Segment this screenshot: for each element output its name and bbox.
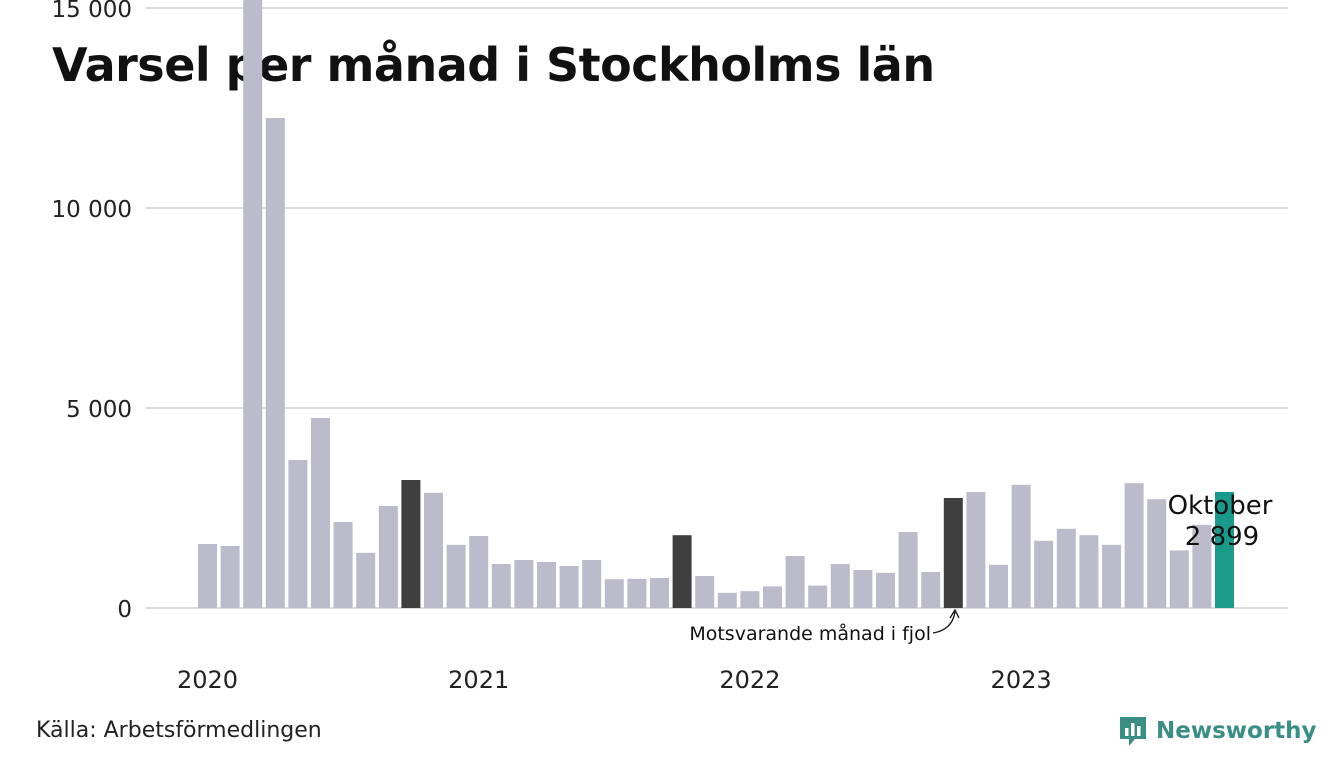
bar [876,572,895,608]
brand-logo: Newsworthy [1118,714,1317,748]
brand-name: Newsworthy [1156,718,1317,744]
bar [989,564,1008,608]
bar-current-month [1215,492,1234,608]
bar [356,552,376,608]
bar [1056,528,1076,608]
current-month-label: Oktober [1168,491,1273,521]
bar [378,506,398,608]
bar [1124,483,1144,608]
bar [1011,484,1031,608]
bar [853,570,873,608]
bar [830,564,850,608]
x-tick-label: 2023 [991,666,1052,694]
y-tick-label: 15 000 [52,0,132,23]
bar [1079,535,1099,608]
bar [1102,544,1121,608]
bar [491,564,511,608]
bar [288,460,308,608]
x-tick-label: 2020 [177,666,238,694]
bar [808,585,828,608]
bar-same-month-last-year [401,480,421,608]
newsworthy-logo-icon [1120,717,1146,746]
annotations: Oktober 2 899 Motsvarande månad i fjol [689,491,1272,645]
bar [627,578,647,608]
bar-same-month-last-year [943,498,963,608]
bar [785,556,805,608]
bar [1034,540,1054,608]
bar [424,492,443,608]
y-tick-label: 5 000 [66,397,132,423]
bar [740,591,760,608]
current-month-value: 2 899 [1185,522,1259,552]
bar [898,532,918,608]
x-tick-label: 2022 [719,666,780,694]
bar [650,578,669,608]
bars [198,0,1234,608]
bar [311,418,330,608]
bar [582,560,602,608]
page-title: Varsel per månad i Stockholms län [52,38,935,92]
bar [333,522,353,608]
x-tick-label: 2021 [448,666,509,694]
bar [921,572,941,608]
bar [469,536,489,608]
bar-same-month-last-year [672,535,692,608]
y-tick-label: 10 000 [52,197,132,223]
annotation-arrow [932,611,956,634]
bar [559,566,579,608]
bar [966,492,986,608]
bar [243,0,263,608]
bar [604,579,624,608]
bar [717,592,737,608]
bar [537,562,556,608]
bar [695,576,715,608]
bar [1147,499,1167,608]
x-axis-labels: 2020 2021 2022 2023 [177,666,1052,694]
bar [1169,550,1189,608]
bar [763,586,782,608]
bar [198,544,217,608]
bar [220,546,240,608]
same-month-last-year-label: Motsvarande månad i fjol [689,622,931,645]
bar [514,560,534,608]
source-note: Källa: Arbetsförmedlingen [36,718,322,743]
bar [1192,524,1212,608]
bar [446,544,466,608]
y-tick-label: 0 [117,597,132,623]
bar [265,118,285,608]
annotation-arrowhead [949,608,960,619]
